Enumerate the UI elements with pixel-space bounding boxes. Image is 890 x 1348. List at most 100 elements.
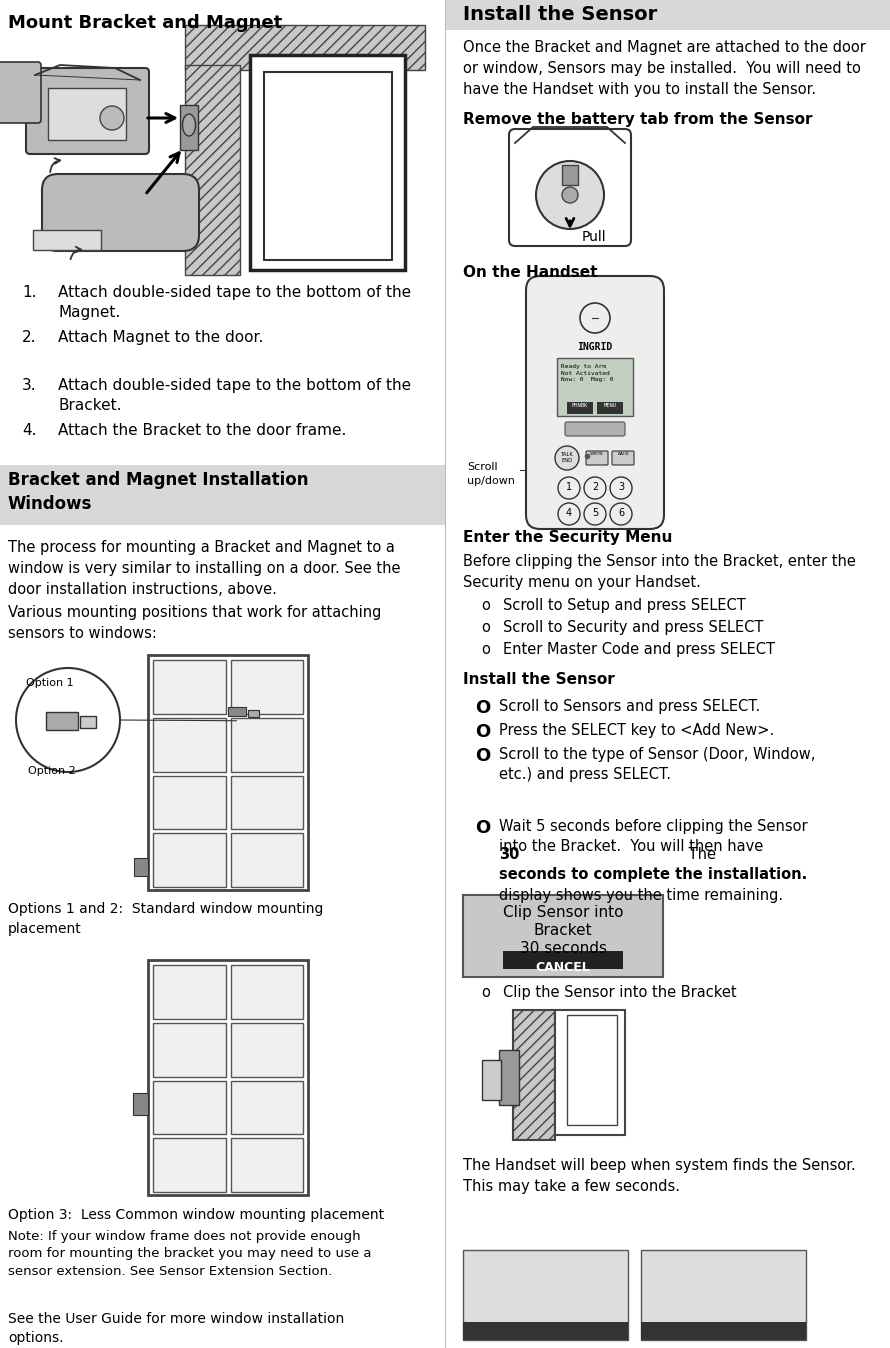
Text: 3: 3 bbox=[618, 483, 624, 492]
Circle shape bbox=[610, 477, 632, 499]
Text: The
                                                   
display shows you the ti: The display shows you the ti bbox=[499, 847, 783, 903]
Circle shape bbox=[100, 106, 124, 129]
Bar bbox=[463, 895, 663, 977]
Text: O: O bbox=[475, 820, 490, 837]
Text: PHNBK: PHNBK bbox=[572, 403, 588, 408]
Bar bbox=[555, 1010, 625, 1135]
Text: Enter Master Code and press SELECT: Enter Master Code and press SELECT bbox=[503, 642, 775, 656]
Text: Wait 5 seconds before clipping the Sensor
into the Bracket.  You will then have: Wait 5 seconds before clipping the Senso… bbox=[499, 820, 807, 855]
Text: TALK
END: TALK END bbox=[561, 452, 573, 462]
Bar bbox=[641, 1322, 806, 1340]
Bar bbox=[231, 775, 303, 829]
Text: 1.: 1. bbox=[22, 284, 36, 301]
Text: o: o bbox=[481, 985, 490, 1000]
Text: CANCEL: CANCEL bbox=[536, 961, 590, 975]
Circle shape bbox=[562, 187, 578, 204]
Bar bbox=[148, 655, 308, 890]
Text: The Handset will beep when system finds the Sensor.
This may take a few seconds.: The Handset will beep when system finds … bbox=[463, 1158, 856, 1194]
Text: WRITE: WRITE bbox=[590, 452, 604, 456]
Bar bbox=[231, 1023, 303, 1077]
Text: On the Handset: On the Handset bbox=[463, 266, 597, 280]
FancyBboxPatch shape bbox=[42, 174, 199, 251]
Text: 30 seconds: 30 seconds bbox=[520, 941, 606, 956]
FancyBboxPatch shape bbox=[586, 452, 608, 465]
Circle shape bbox=[558, 477, 580, 499]
Text: See the User Guide for more window installation
options.: See the User Guide for more window insta… bbox=[8, 1312, 344, 1345]
Text: O: O bbox=[475, 747, 490, 766]
Text: Bracket: Bracket bbox=[534, 923, 593, 938]
Bar bbox=[463, 1250, 628, 1340]
FancyBboxPatch shape bbox=[26, 67, 149, 154]
Circle shape bbox=[584, 477, 606, 499]
Text: Attach double-sided tape to the bottom of the
Magnet.: Attach double-sided tape to the bottom o… bbox=[58, 284, 411, 321]
Bar bbox=[231, 965, 303, 1019]
Bar bbox=[231, 1081, 303, 1134]
Circle shape bbox=[610, 503, 632, 524]
Circle shape bbox=[16, 669, 120, 772]
Bar bbox=[513, 1010, 555, 1140]
Circle shape bbox=[584, 503, 606, 524]
Text: Attach the Bracket to the door frame.: Attach the Bracket to the door frame. bbox=[58, 423, 346, 438]
Bar bbox=[46, 712, 78, 731]
Bar bbox=[597, 402, 623, 414]
Text: Option 2: Option 2 bbox=[28, 766, 76, 776]
Text: 6: 6 bbox=[618, 508, 624, 518]
Bar bbox=[153, 833, 225, 887]
Bar bbox=[153, 965, 225, 1019]
Text: Scroll to Sensors and press SELECT.: Scroll to Sensors and press SELECT. bbox=[499, 700, 760, 714]
Text: O: O bbox=[475, 723, 490, 741]
Bar bbox=[153, 1081, 225, 1134]
Bar bbox=[445, 0, 890, 30]
Text: 2.: 2. bbox=[22, 330, 36, 345]
Bar bbox=[557, 359, 633, 417]
Bar bbox=[80, 716, 96, 728]
Text: Install the Sensor: Install the Sensor bbox=[463, 5, 657, 24]
Bar bbox=[134, 857, 148, 876]
Bar bbox=[185, 26, 425, 70]
Bar bbox=[482, 1060, 501, 1100]
Text: Attach double-sided tape to the bottom of the
Bracket.: Attach double-sided tape to the bottom o… bbox=[58, 377, 411, 414]
Bar bbox=[231, 833, 303, 887]
Ellipse shape bbox=[182, 115, 196, 136]
Bar bbox=[247, 710, 258, 717]
Text: Option 3:  Less Common window mounting placement: Option 3: Less Common window mounting pl… bbox=[8, 1208, 384, 1223]
Text: Clip the Sensor into the Bracket: Clip the Sensor into the Bracket bbox=[503, 985, 737, 1000]
Text: Scroll
up/down: Scroll up/down bbox=[467, 462, 515, 487]
Text: Enter the Security Menu: Enter the Security Menu bbox=[463, 530, 672, 545]
Text: Press the SELECT key to <Add New>.: Press the SELECT key to <Add New>. bbox=[499, 723, 774, 737]
Text: Options 1 and 2:  Standard window mounting
placement: Options 1 and 2: Standard window mountin… bbox=[8, 902, 323, 936]
Text: 5: 5 bbox=[592, 508, 598, 518]
Text: o: o bbox=[481, 620, 490, 635]
Bar bbox=[228, 706, 246, 716]
Text: Install the Sensor: Install the Sensor bbox=[463, 673, 615, 687]
Bar bbox=[463, 1322, 628, 1340]
Text: 1: 1 bbox=[566, 483, 572, 492]
FancyBboxPatch shape bbox=[526, 276, 664, 528]
Text: The process for mounting a Bracket and Magnet to a
window is very similar to ins: The process for mounting a Bracket and M… bbox=[8, 541, 400, 597]
Text: 2: 2 bbox=[592, 483, 598, 492]
Bar bbox=[567, 1015, 617, 1126]
Text: Bracket and Magnet Installation
Windows: Bracket and Magnet Installation Windows bbox=[8, 470, 309, 514]
Bar bbox=[153, 775, 225, 829]
Bar bbox=[48, 88, 126, 140]
FancyBboxPatch shape bbox=[0, 62, 41, 123]
Text: 3.: 3. bbox=[22, 377, 36, 394]
Bar bbox=[562, 164, 578, 185]
Text: MENU: MENU bbox=[603, 403, 617, 408]
Text: Before clipping the Sensor into the Bracket, enter the
Security menu on your Han: Before clipping the Sensor into the Brac… bbox=[463, 554, 856, 590]
Text: Pull: Pull bbox=[582, 231, 607, 244]
FancyBboxPatch shape bbox=[509, 129, 631, 245]
Circle shape bbox=[558, 503, 580, 524]
Bar bbox=[231, 661, 303, 713]
Text: Clip Sensor into: Clip Sensor into bbox=[503, 905, 623, 919]
Text: Once the Bracket and Magnet are attached to the door
or window, Sensors may be i: Once the Bracket and Magnet are attached… bbox=[463, 40, 866, 97]
Text: Various mounting positions that work for attaching
sensors to windows:: Various mounting positions that work for… bbox=[8, 605, 382, 642]
Bar bbox=[133, 1093, 148, 1115]
Text: Scroll to Setup and press SELECT: Scroll to Setup and press SELECT bbox=[503, 599, 746, 613]
Text: Remove the battery tab from the Sensor: Remove the battery tab from the Sensor bbox=[463, 112, 813, 127]
Text: o: o bbox=[481, 642, 490, 656]
Text: Attach Magnet to the door.: Attach Magnet to the door. bbox=[58, 330, 263, 345]
Bar bbox=[503, 950, 623, 969]
Text: o: o bbox=[481, 599, 490, 613]
Text: Ready to Arm
Not Activated
Now: 0  Mag: 0: Ready to Arm Not Activated Now: 0 Mag: 0 bbox=[561, 364, 613, 383]
